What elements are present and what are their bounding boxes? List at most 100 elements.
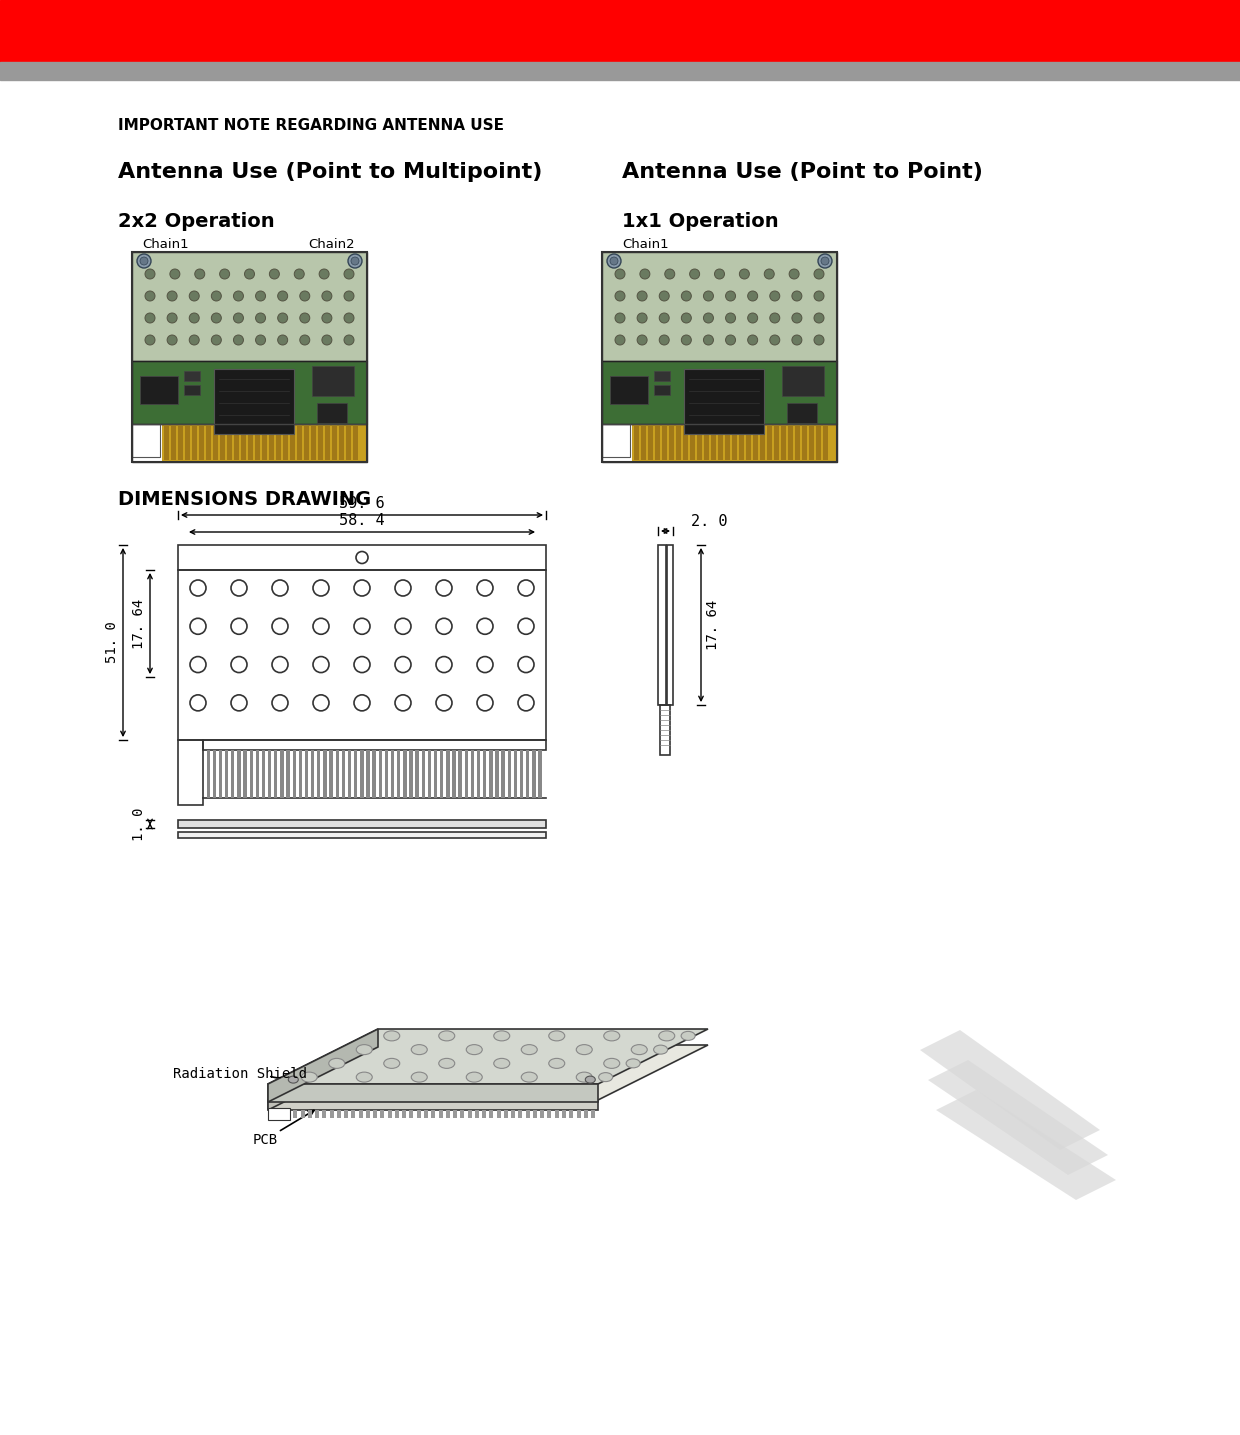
Bar (262, 751, 265, 798)
Bar (243, 751, 247, 798)
Bar (520, 751, 523, 798)
Polygon shape (920, 1030, 1100, 1149)
Bar (286, 751, 290, 798)
Bar (428, 751, 432, 798)
Circle shape (211, 313, 221, 323)
Bar (241, 426, 246, 461)
Bar (215, 369, 294, 433)
Circle shape (190, 313, 200, 323)
Circle shape (725, 313, 735, 323)
Circle shape (813, 268, 825, 278)
Bar (684, 369, 764, 433)
Bar (179, 426, 184, 461)
Bar (299, 751, 303, 798)
Bar (532, 751, 536, 798)
Bar (490, 751, 492, 798)
Circle shape (739, 268, 749, 278)
Bar (601, 423, 630, 456)
Bar (339, 426, 343, 461)
Text: IMPORTANT NOTE REGARDING ANTENNA USE: IMPORTANT NOTE REGARDING ANTENNA USE (118, 118, 503, 133)
Text: Antenna Use (Point to Point): Antenna Use (Point to Point) (622, 162, 983, 182)
Bar (526, 1111, 529, 1118)
Bar (697, 426, 702, 461)
Circle shape (703, 313, 713, 323)
Bar (415, 751, 419, 798)
Circle shape (637, 313, 647, 323)
Bar (808, 426, 813, 461)
Bar (274, 751, 278, 798)
Circle shape (145, 268, 155, 278)
Circle shape (211, 334, 221, 344)
Bar (0, 62, 1240, 80)
Ellipse shape (439, 1059, 455, 1069)
Bar (653, 385, 670, 395)
Circle shape (244, 268, 254, 278)
Circle shape (689, 268, 699, 278)
Ellipse shape (604, 1059, 620, 1069)
Bar (305, 751, 309, 798)
Bar (649, 426, 653, 461)
Bar (453, 1111, 458, 1118)
Circle shape (167, 313, 177, 323)
Bar (422, 751, 425, 798)
Bar (268, 751, 272, 798)
Circle shape (813, 313, 825, 323)
Bar (203, 740, 546, 751)
Bar (179, 819, 546, 828)
Circle shape (681, 313, 692, 323)
Bar (704, 426, 709, 461)
Bar (378, 751, 382, 798)
Bar (562, 1111, 565, 1118)
Circle shape (748, 291, 758, 301)
Bar (774, 426, 779, 461)
Circle shape (637, 291, 647, 301)
Circle shape (322, 313, 332, 323)
Bar (293, 751, 296, 798)
Bar (308, 1111, 311, 1118)
Text: Chain1: Chain1 (143, 238, 188, 251)
Bar (131, 423, 367, 462)
Bar (584, 1111, 588, 1118)
Circle shape (789, 268, 799, 278)
Circle shape (714, 268, 724, 278)
Ellipse shape (631, 1045, 647, 1055)
Bar (434, 751, 438, 798)
Bar (453, 751, 455, 798)
Bar (753, 426, 758, 461)
Bar (497, 1111, 501, 1118)
Bar (518, 1111, 522, 1118)
Text: Chain2: Chain2 (308, 238, 355, 251)
Bar (739, 426, 744, 461)
Bar (526, 751, 529, 798)
Bar (660, 705, 670, 755)
Bar (601, 362, 837, 423)
Ellipse shape (412, 1045, 428, 1055)
Bar (131, 423, 162, 462)
Bar (655, 426, 660, 461)
Circle shape (818, 254, 832, 268)
Bar (409, 751, 413, 798)
Bar (662, 426, 667, 461)
Bar (676, 426, 681, 461)
Bar (358, 1111, 362, 1118)
Text: DIMENSIONS DRAWING: DIMENSIONS DRAWING (118, 489, 371, 509)
Circle shape (608, 254, 621, 268)
Bar (538, 751, 542, 798)
Circle shape (660, 291, 670, 301)
Bar (237, 751, 241, 798)
Bar (432, 1111, 435, 1118)
Ellipse shape (653, 1045, 667, 1055)
Bar (403, 751, 407, 798)
Ellipse shape (356, 1045, 372, 1055)
Circle shape (233, 291, 243, 301)
Circle shape (167, 334, 177, 344)
Circle shape (195, 268, 205, 278)
Ellipse shape (521, 1045, 537, 1055)
Bar (610, 376, 649, 405)
Bar (490, 1111, 494, 1118)
Circle shape (219, 268, 229, 278)
Circle shape (300, 291, 310, 301)
Bar (795, 426, 800, 461)
Polygon shape (268, 1029, 378, 1102)
Text: 1x1 Operation: 1x1 Operation (622, 212, 779, 231)
